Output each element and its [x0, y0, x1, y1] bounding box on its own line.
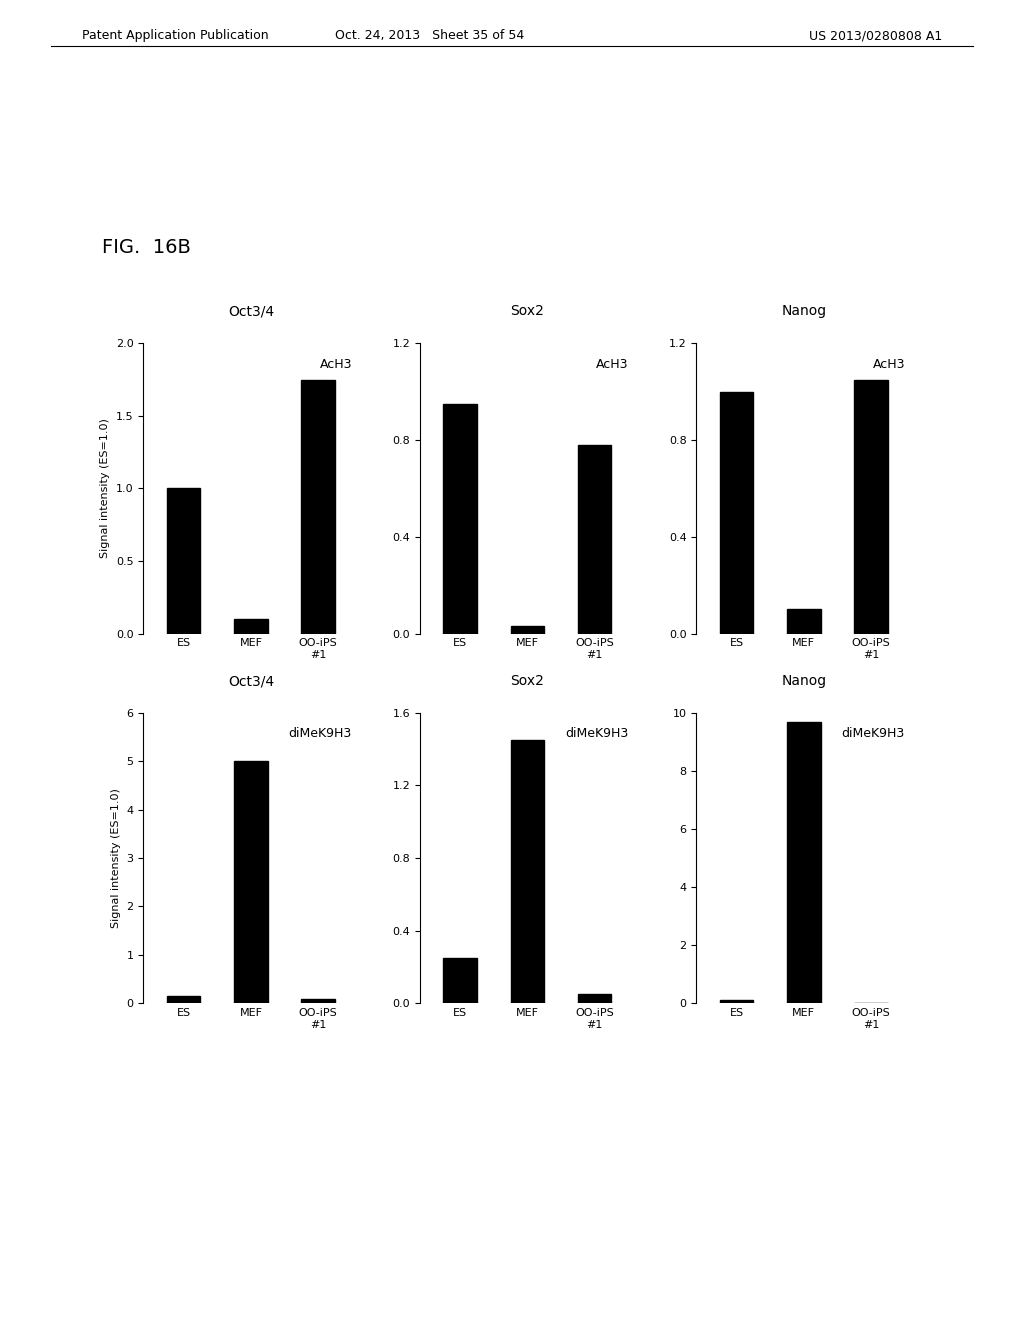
- Title: Sox2: Sox2: [510, 675, 545, 688]
- Bar: [720, 392, 754, 634]
- Bar: [301, 999, 335, 1003]
- Bar: [443, 404, 477, 634]
- Text: Oct. 24, 2013   Sheet 35 of 54: Oct. 24, 2013 Sheet 35 of 54: [336, 29, 524, 42]
- Text: AcH3: AcH3: [872, 358, 905, 371]
- Y-axis label: Signal intensity (ES=1.0): Signal intensity (ES=1.0): [100, 418, 111, 558]
- Bar: [234, 619, 267, 634]
- Text: diMeK9H3: diMeK9H3: [842, 727, 905, 741]
- Title: Oct3/4: Oct3/4: [227, 305, 274, 318]
- Bar: [301, 380, 335, 634]
- Bar: [720, 999, 754, 1003]
- Bar: [511, 741, 544, 1003]
- Bar: [578, 994, 611, 1003]
- Text: Patent Application Publication: Patent Application Publication: [82, 29, 268, 42]
- Bar: [234, 762, 267, 1003]
- Title: Nanog: Nanog: [781, 675, 826, 688]
- Bar: [167, 995, 201, 1003]
- Y-axis label: Signal intensity (ES=1.0): Signal intensity (ES=1.0): [111, 788, 121, 928]
- Bar: [578, 445, 611, 634]
- Text: US 2013/0280808 A1: US 2013/0280808 A1: [809, 29, 942, 42]
- Text: diMeK9H3: diMeK9H3: [565, 727, 629, 741]
- Title: Sox2: Sox2: [510, 305, 545, 318]
- Text: AcH3: AcH3: [596, 358, 629, 371]
- Title: Nanog: Nanog: [781, 305, 826, 318]
- Bar: [443, 958, 477, 1003]
- Text: FIG.  16B: FIG. 16B: [102, 238, 191, 256]
- Text: diMeK9H3: diMeK9H3: [289, 727, 352, 741]
- Bar: [511, 627, 544, 634]
- Text: AcH3: AcH3: [319, 358, 352, 371]
- Bar: [854, 380, 888, 634]
- Title: Oct3/4: Oct3/4: [227, 675, 274, 688]
- Bar: [787, 610, 820, 634]
- Bar: [787, 722, 820, 1003]
- Bar: [167, 488, 201, 634]
